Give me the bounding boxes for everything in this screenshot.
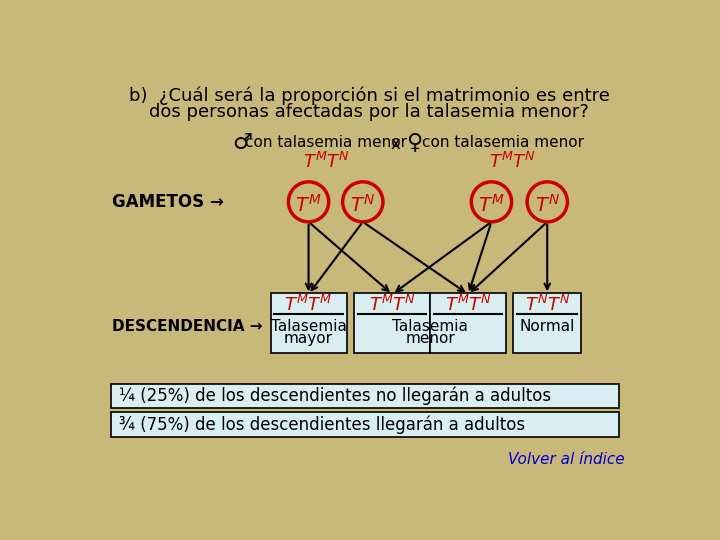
Text: b)  ¿Cuál será la proporción si el matrimonio es entre: b) ¿Cuál será la proporción si el matrim… (129, 86, 609, 105)
Text: ¾ (75%) de los descendientes llegarán a adultos: ¾ (75%) de los descendientes llegarán a … (120, 415, 526, 434)
FancyBboxPatch shape (431, 293, 506, 353)
Text: $T^{M}T^{N}$: $T^{M}T^{N}$ (445, 295, 492, 315)
Text: menor: menor (405, 331, 455, 346)
Text: Volver al índice: Volver al índice (508, 452, 625, 467)
Text: ♀: ♀ (406, 132, 423, 153)
Text: $T^{N}$: $T^{N}$ (535, 194, 559, 216)
Text: ¼ (25%) de los descendientes no llegarán a adultos: ¼ (25%) de los descendientes no llegarán… (120, 387, 552, 405)
Text: ♂: ♂ (232, 132, 252, 153)
Text: $T^{N}T^{N}$: $T^{N}T^{N}$ (524, 295, 570, 315)
Text: $T^{N}$: $T^{N}$ (350, 194, 375, 216)
Text: DESCENDENCIA →: DESCENDENCIA → (112, 319, 262, 334)
Text: Talasemia: Talasemia (392, 319, 468, 334)
Text: $T^{M}$: $T^{M}$ (478, 194, 505, 216)
Text: $T^{M}$: $T^{M}$ (295, 194, 322, 216)
FancyBboxPatch shape (354, 293, 431, 353)
Text: $T^{M}T^{N}$: $T^{M}T^{N}$ (489, 152, 536, 172)
Text: GAMETOS →: GAMETOS → (112, 193, 223, 211)
Text: $T^{M}T^{N}$: $T^{M}T^{N}$ (369, 295, 415, 315)
Text: $T^{M}T^{N}$: $T^{M}T^{N}$ (303, 152, 350, 172)
Text: Normal: Normal (520, 319, 575, 334)
Text: $T^{M}T^{M}$: $T^{M}T^{M}$ (284, 295, 333, 315)
FancyBboxPatch shape (111, 383, 619, 408)
Text: x: x (391, 135, 400, 153)
Text: con talasemia menor: con talasemia menor (245, 135, 407, 150)
Text: dos personas afectadas por la talasemia menor?: dos personas afectadas por la talasemia … (149, 103, 589, 122)
FancyBboxPatch shape (111, 412, 619, 437)
Text: Talasemia: Talasemia (271, 319, 346, 334)
Text: con talasemia menor: con talasemia menor (422, 135, 584, 150)
FancyBboxPatch shape (271, 293, 346, 353)
Text: mayor: mayor (284, 331, 333, 346)
FancyBboxPatch shape (513, 293, 581, 353)
